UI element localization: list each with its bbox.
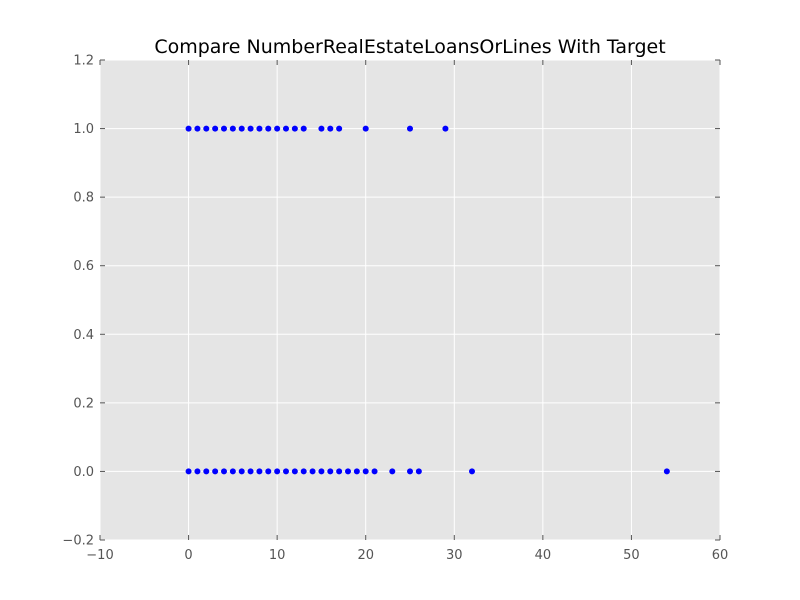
y-tick-label: 0.0 (73, 465, 94, 480)
scatter-point (256, 468, 263, 475)
plot-area (100, 60, 720, 540)
scatter-point (345, 468, 351, 475)
x-tick-label: 0 (184, 548, 192, 563)
y-tick-label: 0.8 (73, 191, 94, 206)
x-tick-label: 30 (446, 548, 463, 563)
scatter-point (229, 125, 236, 132)
y-tick-label: 1.0 (73, 122, 94, 137)
y-tick-label: 1.2 (73, 54, 94, 69)
scatter-point (221, 468, 227, 475)
chart-title: Compare NumberRealEstateLoansOrLines Wit… (154, 36, 665, 58)
scatter-point (327, 468, 334, 475)
scatter-point (185, 125, 192, 132)
x-tick-label: −10 (86, 548, 113, 563)
x-tick-label: 40 (535, 548, 552, 563)
scatter-point (362, 125, 369, 132)
scatter-point (371, 468, 378, 475)
y-tick-label: 0.2 (73, 396, 94, 411)
scatter-point (274, 468, 281, 475)
scatter-point (185, 468, 192, 475)
scatter-point (336, 125, 343, 132)
scatter-point (194, 125, 201, 132)
scatter-point (389, 468, 396, 475)
scatter-point (336, 468, 343, 475)
scatter-point (442, 125, 449, 132)
scatter-point (256, 125, 263, 132)
scatter-point (353, 468, 360, 475)
scatter-point (221, 125, 227, 132)
scatter-point (247, 468, 254, 475)
scatter-point (283, 468, 289, 475)
scatter-point (274, 125, 281, 132)
x-tick-label: 10 (269, 548, 286, 563)
scatter-point (407, 468, 413, 475)
scatter-point (415, 468, 422, 475)
scatter-point (212, 468, 219, 475)
scatter-point (238, 468, 245, 475)
scatter-point (283, 125, 289, 132)
axis-ticks (99, 59, 721, 541)
scatter-point (362, 468, 369, 475)
scatter-point (194, 468, 201, 475)
scatter-point (327, 125, 334, 132)
scatter-point (300, 125, 307, 132)
x-tick-label: 20 (357, 548, 374, 563)
scatter-point (407, 125, 413, 132)
y-tick-label: −0.2 (62, 534, 94, 549)
scatter-point (203, 125, 210, 132)
scatter-point (203, 468, 210, 475)
scatter-point (663, 468, 670, 475)
scatter-point (300, 468, 307, 475)
scatter-point (247, 125, 254, 132)
scatter-point (212, 125, 219, 132)
y-tick-label: 0.4 (73, 328, 94, 343)
data-points (185, 125, 670, 475)
scatter-point (318, 125, 325, 132)
scatter-point (291, 125, 298, 132)
tick-labels: −10 0 10 20 30 40 50 60 −0.2 0.0 0.2 0.4 0.6 0.8 1.0 1.… (62, 54, 728, 564)
y-tick-label: 0.6 (73, 259, 94, 274)
scatter-point (291, 468, 298, 475)
x-tick-label: 60 (712, 548, 729, 563)
scatter-point (318, 468, 325, 475)
x-tick-label: 50 (623, 548, 640, 563)
scatter-point (265, 125, 272, 132)
scatter-point (265, 468, 272, 475)
scatter-point (238, 125, 245, 132)
scatter-point (229, 468, 236, 475)
scatter-point (469, 468, 475, 475)
scatter-point (309, 468, 316, 475)
